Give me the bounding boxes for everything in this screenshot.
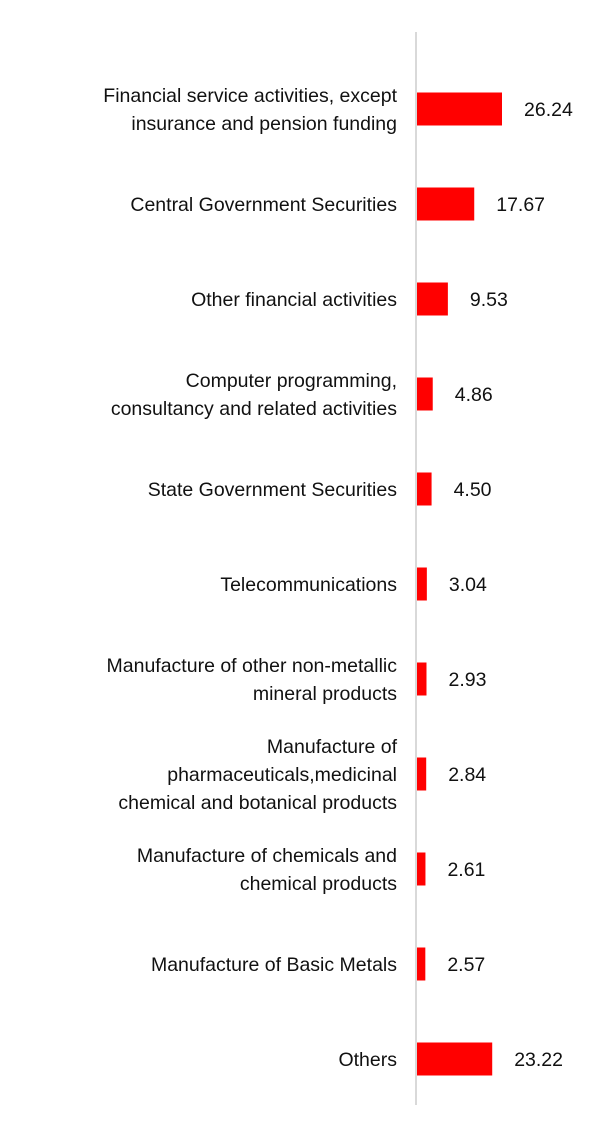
category-label: Computer programming, consultancy and rel… (111, 370, 397, 420)
bars-group (417, 92, 502, 1076)
value-label: 17.67 (496, 194, 545, 216)
category-label: Others (338, 1049, 397, 1071)
category-label-line: insurance and pension funding (131, 113, 397, 135)
value-label: 2.93 (448, 669, 486, 691)
value-label: 23.22 (514, 1049, 563, 1071)
category-label-line: Other financial activities (191, 289, 397, 311)
bar (417, 1042, 493, 1076)
category-labels-group: Financial service activities, except insu… (103, 85, 397, 1071)
bar (417, 757, 427, 791)
bar (417, 472, 432, 506)
bar (417, 662, 427, 696)
category-label: Manufacture of pharmaceuticals,medicinal c… (118, 736, 397, 814)
bar (417, 282, 448, 316)
category-label: Manufacture of Basic Metals (151, 954, 397, 976)
category-label-line: Manufacture of chemicals and (137, 845, 397, 867)
value-label: 26.24 (524, 99, 573, 121)
bar (417, 377, 433, 411)
category-label: State Government Securities (148, 479, 398, 501)
value-label: 2.84 (448, 764, 486, 786)
category-label-line: Others (338, 1049, 397, 1071)
category-label-line: pharmaceuticals,medicinal (167, 764, 397, 786)
value-labels-group: 26.24 17.67 9.53 4.86 4.50 3.04 2.93 2.84 2.61 2.… (447, 99, 573, 1071)
bar (417, 852, 426, 886)
category-label-line: Telecommunications (220, 574, 397, 596)
bar (417, 947, 426, 981)
category-label: Financial service activities, except insu… (103, 85, 397, 135)
value-label: 4.86 (455, 384, 493, 406)
category-label: Central Government Securities (130, 194, 397, 216)
bar (417, 92, 502, 126)
value-label: 9.53 (470, 289, 508, 311)
bar (417, 187, 475, 221)
category-label-line: consultancy and related activities (111, 398, 397, 420)
category-label: Manufacture of chemicals and chemical pro… (137, 845, 397, 895)
value-label: 4.50 (454, 479, 492, 501)
value-label: 2.61 (447, 859, 485, 881)
category-label-line: State Government Securities (148, 479, 398, 501)
category-label: Other financial activities (191, 289, 397, 311)
category-label-line: chemical and botanical products (118, 792, 397, 814)
value-label: 3.04 (449, 574, 487, 596)
value-label: 2.57 (447, 954, 485, 976)
category-label-line: mineral products (253, 683, 397, 705)
category-label-line: Manufacture of other non-metallic (107, 655, 398, 677)
category-label-line: Central Government Securities (130, 194, 397, 216)
category-label-line: Manufacture of Basic Metals (151, 954, 397, 976)
bar (417, 567, 427, 601)
category-label-line: Computer programming, (186, 370, 397, 392)
category-label-line: Financial service activities, except (103, 85, 397, 107)
category-label-line: chemical products (240, 873, 397, 895)
category-label-line: Manufacture of (267, 736, 398, 758)
category-label: Telecommunications (220, 574, 397, 596)
category-label: Manufacture of other non-metallic mineral… (107, 655, 398, 705)
